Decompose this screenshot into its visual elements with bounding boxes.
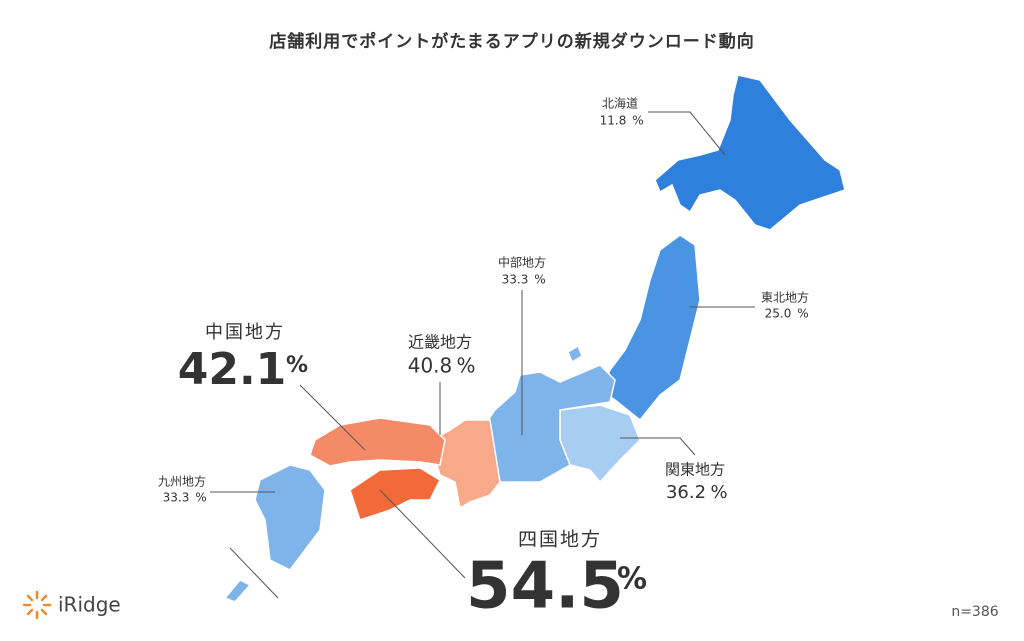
region-unit: %	[286, 353, 308, 378]
region-value: 40.8	[408, 354, 453, 378]
chugoku	[309, 417, 446, 467]
okinawa-divider	[229, 547, 279, 599]
region-name: 四国地方	[518, 529, 602, 551]
region-value: 36.2	[666, 482, 706, 503]
region-name: 中部地方	[498, 255, 546, 270]
region-name: 東北地方	[761, 290, 809, 305]
region-value: 42.1	[178, 344, 287, 395]
region-name: 近畿地方	[408, 333, 472, 352]
region-unit: %	[617, 562, 647, 597]
logo	[22, 590, 52, 620]
regions	[223, 74, 846, 603]
region-name: 関東地方	[665, 461, 725, 479]
region-value: 33.3	[502, 273, 529, 287]
region-value: 25.0	[765, 307, 792, 321]
region-unit: %	[456, 354, 475, 378]
sado	[567, 344, 583, 364]
region-unit: %	[534, 273, 545, 287]
leader-line	[620, 437, 696, 456]
leader-line	[648, 111, 726, 156]
region-unit: %	[195, 491, 206, 505]
shikoku	[349, 467, 441, 521]
region-name: 北海道	[602, 97, 638, 111]
region-unit: %	[797, 307, 808, 321]
region-value: 11.8	[600, 114, 627, 128]
title: 店舗利用でポイントがたまるアプリの新規ダウンロード動向	[269, 31, 755, 52]
region-value: 33.3	[163, 491, 190, 505]
kyushu	[254, 464, 326, 571]
logo-text: iRidge	[58, 593, 121, 617]
kanto	[559, 404, 641, 484]
leader-line	[379, 489, 466, 579]
leader-lines	[210, 111, 755, 579]
region-name: 中国地方	[205, 322, 285, 343]
region-unit: %	[632, 114, 643, 128]
tohoku	[599, 234, 701, 422]
leader-line	[299, 384, 366, 451]
hokkaido	[654, 74, 846, 231]
region-name: 九州地方	[158, 474, 206, 489]
okinawa	[223, 579, 252, 603]
region-value: 54.5	[466, 550, 624, 624]
region-unit: %	[710, 482, 727, 503]
sample-size: n=386	[951, 604, 998, 620]
